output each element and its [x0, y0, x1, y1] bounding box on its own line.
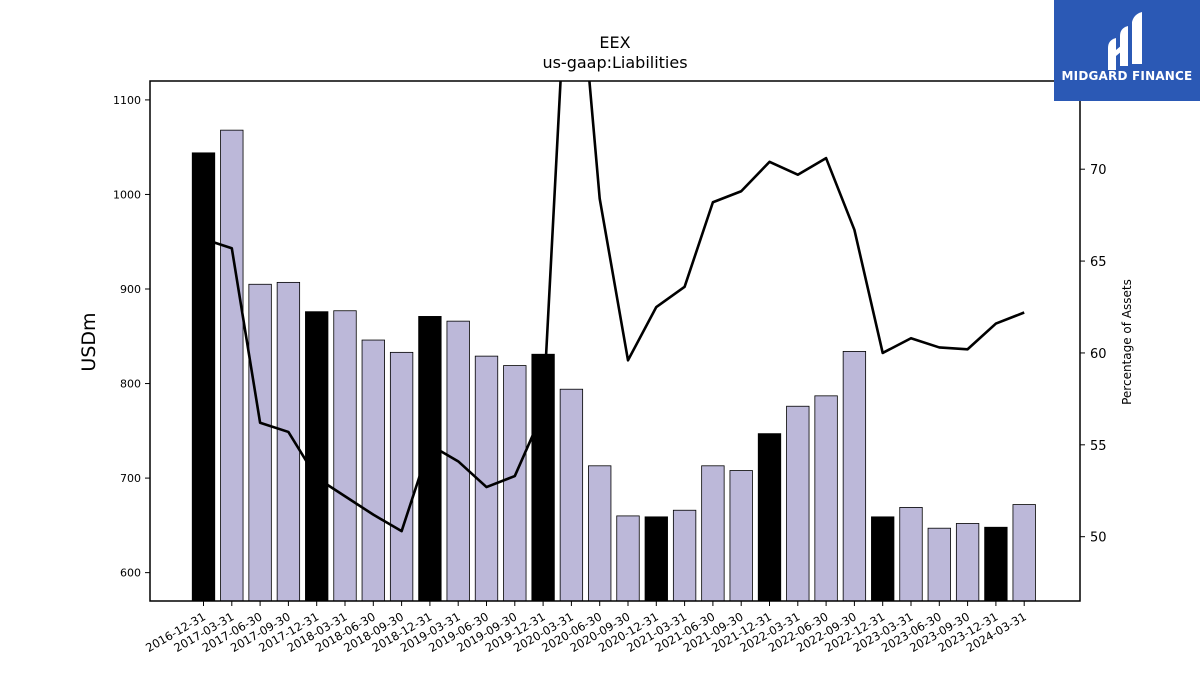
y2-tick-label: 50 — [1090, 531, 1107, 546]
bar — [220, 129, 244, 601]
bar — [842, 350, 867, 601]
bar — [984, 526, 1008, 601]
line-series-group — [203, 81, 1025, 533]
bar — [871, 516, 895, 601]
chart-subtitle: us-gaap:Liabilities — [542, 53, 687, 72]
bar — [616, 515, 640, 601]
y2-tick-label: 70 — [1090, 163, 1107, 178]
y2-tick-label: 60 — [1090, 347, 1107, 362]
y-tick-label: 800 — [120, 378, 141, 391]
bar — [701, 465, 725, 601]
bar — [503, 365, 527, 601]
y2-tick-label: 55 — [1090, 439, 1107, 454]
bar — [1012, 504, 1036, 601]
y2-tick-label: 65 — [1090, 255, 1107, 270]
y-tick-label: 600 — [120, 567, 141, 580]
bar — [814, 395, 838, 601]
bar — [588, 465, 612, 601]
y-tick-label: 900 — [120, 283, 141, 296]
bar — [644, 516, 668, 601]
plot-area: 6007008009001000110050556065702016-12-31… — [113, 80, 1107, 655]
line-series — [203, 81, 1025, 533]
bar — [927, 527, 951, 601]
logo-mark-icon — [1108, 12, 1142, 70]
bar — [559, 388, 584, 601]
bar — [786, 405, 810, 601]
bar — [305, 311, 329, 601]
y-tick-label: 700 — [120, 472, 141, 485]
y-tick-label: 1000 — [113, 188, 141, 201]
y2-axis-label: Percentage of Assets — [1120, 279, 1134, 405]
chart-title: EEX — [599, 33, 630, 52]
midgard-finance-logo: MIDGARD FINANCE — [1054, 0, 1200, 101]
y-tick-label: 1100 — [113, 94, 141, 107]
bar — [361, 339, 385, 601]
plot-frame — [149, 80, 1081, 602]
brand-name: MIDGARD FINANCE — [1061, 69, 1193, 83]
bar — [276, 281, 301, 601]
bar — [248, 283, 272, 601]
bar — [729, 470, 753, 601]
bar — [757, 433, 782, 601]
bar-series — [191, 129, 1036, 601]
bar — [672, 509, 697, 601]
bar — [389, 351, 414, 601]
bar — [333, 310, 357, 601]
bar — [191, 152, 216, 601]
bar — [418, 316, 442, 601]
y-axis-label: USDm — [78, 312, 100, 371]
bar — [899, 506, 923, 601]
bar — [955, 523, 980, 601]
